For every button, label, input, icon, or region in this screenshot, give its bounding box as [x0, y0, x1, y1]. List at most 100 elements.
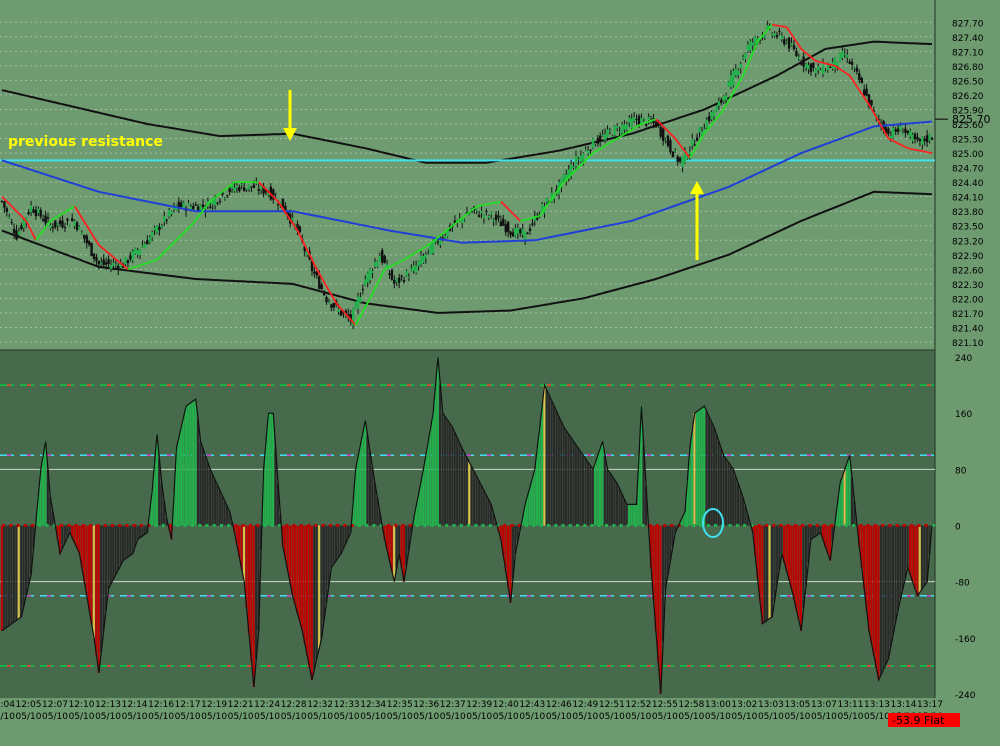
osc-bar: [362, 433, 364, 526]
price-tick-label: 824.40: [952, 179, 984, 189]
candle-body: [129, 255, 131, 259]
osc-bar: [897, 526, 899, 610]
candle-body: [42, 219, 44, 221]
candle-body: [752, 43, 754, 46]
candle-body: [90, 243, 92, 256]
osc-bar: [107, 526, 109, 589]
osc-bar: [623, 499, 625, 525]
osc-zero-marker: [925, 524, 928, 527]
osc-zero-marker: [423, 524, 426, 527]
osc-bar: [698, 410, 700, 526]
candle-body: [233, 187, 235, 191]
osc-bar: [769, 526, 771, 619]
x-tick-time: 12:58: [678, 700, 704, 710]
osc-bar: [93, 526, 95, 638]
osc-bar: [664, 526, 666, 589]
osc-zero-marker: [445, 524, 448, 527]
osc-zero-marker: [663, 524, 666, 527]
trailing-line-segment: [525, 219, 527, 220]
candle-body: [853, 68, 855, 69]
trailing-line-segment: [155, 260, 157, 261]
x-tick-time: 12:34: [360, 700, 386, 710]
osc-zero-marker: [336, 524, 339, 527]
osc-bar: [427, 441, 429, 525]
osc-bar: [478, 481, 480, 526]
trailing-line-segment: [404, 258, 407, 259]
osc-bar: [473, 472, 475, 526]
x-tick-time: 12:36: [413, 700, 439, 710]
osc-bar: [703, 406, 705, 525]
osc-zero-marker: [205, 524, 208, 527]
candle-body: [238, 187, 240, 191]
price-tick-label: 821.70: [952, 310, 984, 320]
candle-body: [393, 280, 395, 284]
osc-bar: [364, 420, 366, 525]
candle-body: [47, 217, 49, 219]
x-tick-date: 05/10: [122, 712, 148, 722]
osc-zero-marker: [213, 524, 216, 527]
price-tick-label: 825.30: [952, 136, 984, 146]
candle-body: [509, 232, 511, 235]
osc-bar: [20, 526, 22, 617]
osc-bar: [323, 526, 325, 621]
x-tick-time: 13:11: [837, 700, 863, 710]
osc-tick-label: -160: [955, 635, 976, 645]
osc-bar: [819, 526, 821, 533]
candle-body: [512, 232, 514, 236]
candle-body: [3, 201, 5, 207]
price-tick-label: 823.80: [952, 208, 984, 218]
candle-body: [153, 228, 155, 230]
trailing-line-segment: [407, 257, 409, 259]
candle-body: [202, 205, 204, 208]
price-tick-label: 826.20: [952, 92, 984, 102]
trailing-line-segment: [828, 64, 830, 65]
osc-zero-marker: [779, 524, 782, 527]
candle-body: [858, 73, 860, 80]
x-tick-date: 05/10: [440, 712, 466, 722]
candle-body: [364, 279, 366, 285]
osc-bar: [255, 526, 257, 659]
candle-body: [827, 65, 829, 70]
candle-body: [127, 260, 129, 263]
trailing-line-segment: [925, 152, 928, 153]
osc-bar: [3, 526, 5, 630]
osc-bar: [740, 490, 742, 525]
trailing-line-segment: [818, 62, 820, 63]
osc-bar: [224, 501, 226, 526]
trailing-line-segment: [634, 127, 636, 128]
candle-body: [110, 265, 112, 269]
osc-zero-marker: [402, 524, 405, 527]
candle-body: [35, 210, 37, 216]
candle-body: [861, 78, 863, 83]
candle-body: [132, 251, 134, 260]
trailing-line-segment: [920, 151, 922, 152]
candle-body: [800, 62, 802, 65]
osc-bar: [924, 526, 926, 586]
osc-zero-marker: [547, 524, 550, 527]
osc-zero-marker: [772, 524, 775, 527]
trailing-line-segment: [60, 214, 62, 216]
candle-body: [103, 260, 105, 265]
candle-body: [8, 217, 10, 218]
price-tick-label: 826.50: [952, 77, 984, 87]
candle-body: [730, 75, 732, 87]
osc-zero-marker: [554, 524, 557, 527]
osc-tick-label: 240: [955, 354, 972, 364]
trailing-line-segment: [908, 148, 910, 149]
osc-bar: [914, 526, 916, 589]
osc-bar: [899, 526, 901, 600]
candle-body: [168, 210, 170, 217]
candle-body: [318, 276, 320, 289]
osc-bar: [422, 469, 424, 525]
candle-body: [11, 222, 13, 223]
trailing-line-segment: [53, 218, 55, 219]
candle-body: [643, 118, 645, 119]
osc-bar: [178, 438, 180, 526]
candle-body: [15, 230, 17, 239]
candle-body: [870, 100, 872, 105]
trailing-line-segment: [649, 121, 652, 122]
trailing-line-segment: [825, 63, 828, 64]
candle-body: [744, 53, 746, 59]
candle-body: [747, 45, 749, 52]
